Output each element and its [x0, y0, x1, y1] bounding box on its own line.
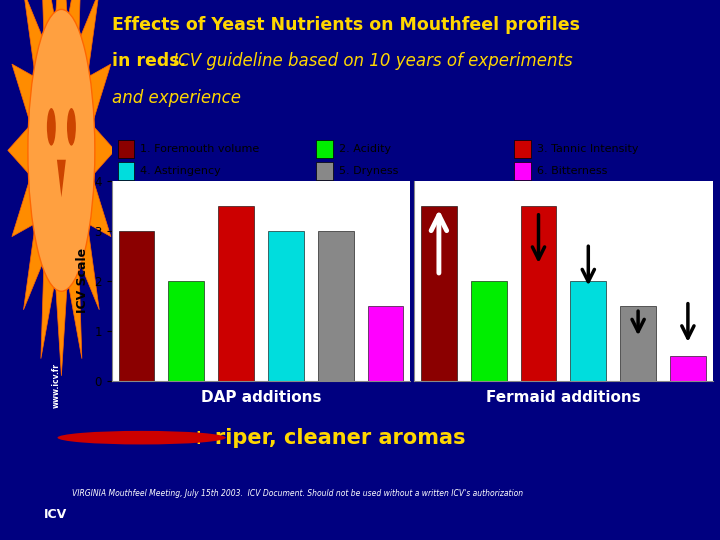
Bar	[471, 281, 507, 381]
Bar	[117, 140, 135, 158]
Text: 4. Astringency: 4. Astringency	[140, 166, 221, 176]
Text: in reds.: in reds.	[112, 52, 186, 70]
Text: ICV guideline based on 10 years of experiments: ICV guideline based on 10 years of exper…	[168, 52, 572, 70]
Text: 6. Bitterness: 6. Bitterness	[537, 166, 608, 176]
Text: DAP additions: DAP additions	[201, 390, 321, 406]
Bar	[670, 356, 706, 381]
Bar	[318, 231, 354, 381]
Bar	[368, 306, 403, 381]
Text: + riper, cleaner aromas: + riper, cleaner aromas	[190, 428, 465, 448]
Bar	[514, 140, 531, 158]
Bar	[218, 206, 254, 381]
Circle shape	[47, 108, 56, 146]
Bar	[168, 281, 204, 381]
Bar	[119, 231, 154, 381]
Text: 1. Foremouth volume: 1. Foremouth volume	[140, 144, 260, 154]
Circle shape	[58, 431, 226, 444]
Bar	[316, 140, 333, 158]
Y-axis label: ICV Scale: ICV Scale	[76, 248, 89, 313]
Bar	[514, 162, 531, 180]
Bar	[316, 162, 333, 180]
Bar	[421, 206, 456, 381]
Bar	[570, 281, 606, 381]
Polygon shape	[57, 160, 66, 197]
Text: 5. Dryness: 5. Dryness	[339, 166, 398, 176]
Text: Fermaid additions: Fermaid additions	[486, 390, 641, 406]
Bar	[268, 231, 304, 381]
Text: www.icv.fr: www.icv.fr	[51, 363, 60, 408]
Text: 2. Acidity: 2. Acidity	[339, 144, 391, 154]
Text: VIRGINIA Mouthfeel Meeting, July 15th 2003.  ICV Document. Should not be used wi: VIRGINIA Mouthfeel Meeting, July 15th 20…	[72, 489, 523, 497]
Text: 3. Tannic Intensity: 3. Tannic Intensity	[537, 144, 639, 154]
Bar	[521, 206, 557, 381]
Circle shape	[67, 108, 76, 146]
Text: and experience: and experience	[112, 89, 240, 106]
Bar	[620, 306, 656, 381]
Text: Effects of Yeast Nutrients on Mouthfeel profiles: Effects of Yeast Nutrients on Mouthfeel …	[112, 16, 580, 34]
Polygon shape	[8, 0, 115, 376]
Text: ICV: ICV	[44, 508, 68, 522]
Circle shape	[28, 9, 95, 291]
Bar	[117, 162, 135, 180]
